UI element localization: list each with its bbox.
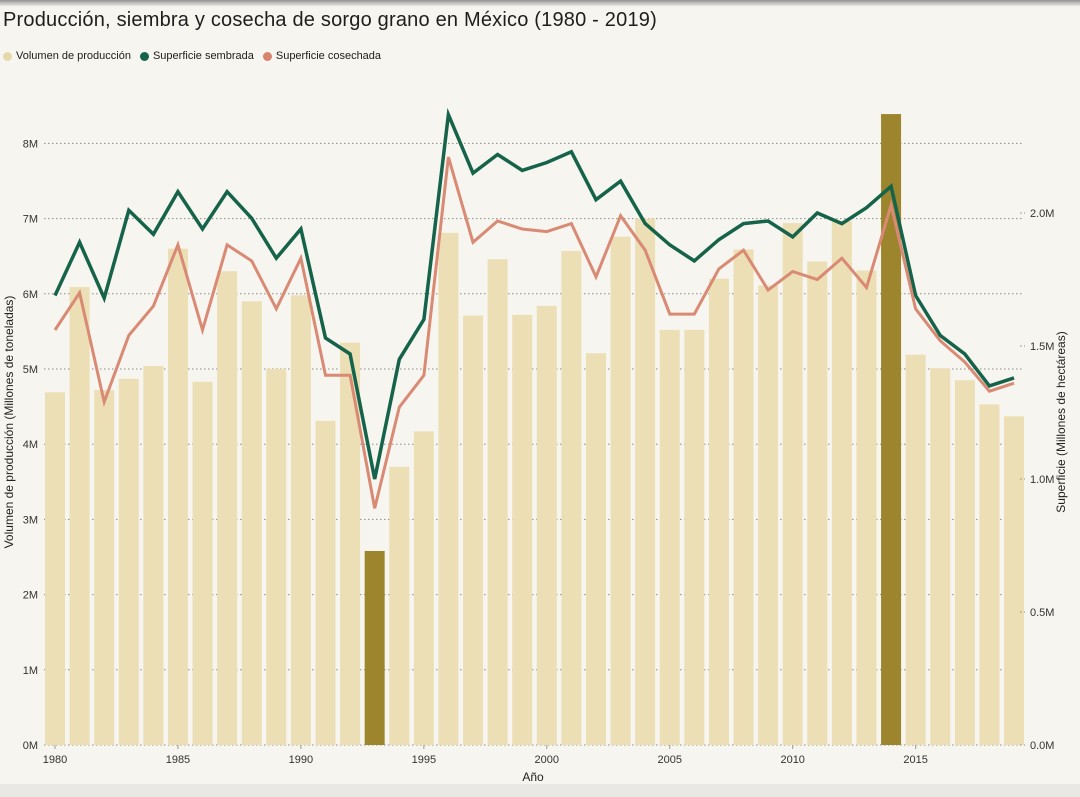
bar-2019[interactable] — [1004, 416, 1025, 745]
left-tick-0M: 0M — [23, 740, 38, 752]
production-bars — [45, 114, 1025, 746]
right-tick-0.5M: 0.5M — [1030, 607, 1054, 619]
right-axis-title: Superficie (Millones de hectáreas) — [1054, 331, 1068, 512]
bar-1988[interactable] — [241, 301, 262, 745]
bar-1995[interactable] — [413, 431, 434, 745]
right-tick-0.0M: 0.0M — [1030, 740, 1054, 752]
bar-2013[interactable] — [856, 270, 877, 745]
bar-2017[interactable] — [954, 380, 975, 745]
bar-2010[interactable] — [782, 223, 803, 745]
bar-1985[interactable] — [167, 248, 188, 745]
legend-swatch-sembrada-icon — [139, 51, 149, 61]
x-tick-2015: 2015 — [903, 754, 927, 766]
bar-1986[interactable] — [192, 381, 213, 745]
bar-2015[interactable] — [905, 354, 926, 745]
bar-2007[interactable] — [708, 278, 729, 745]
legend-item-superficie-cosechada[interactable]: Superficie cosechada — [262, 50, 382, 62]
left-tick-2M: 2M — [23, 590, 38, 602]
x-tick-2000: 2000 — [535, 754, 559, 766]
bar-1987[interactable] — [217, 271, 238, 745]
left-tick-3M: 3M — [23, 514, 38, 526]
left-tick-8M: 8M — [23, 138, 38, 150]
right-tick-1.0M: 1.0M — [1030, 474, 1054, 486]
bar-1999[interactable] — [512, 314, 533, 745]
left-tick-1M: 1M — [23, 665, 38, 677]
bar-1993-highlighted[interactable] — [364, 550, 385, 745]
legend-label-volumen: Volumen de producción — [16, 50, 131, 62]
bar-2004[interactable] — [635, 218, 656, 746]
legend-item-volumen-produccion[interactable]: Volumen de producción — [3, 50, 131, 62]
axis-tick-labels: 0M 1M 2M 3M 4M 5M 6M 7M 8M 0.0M 0.5M 1.0M 1.5M 2.0M 19… — [23, 138, 1055, 766]
bar-1996[interactable] — [438, 232, 459, 745]
bar-2016[interactable] — [930, 368, 951, 745]
legend-swatch-cosechada-icon — [262, 51, 272, 61]
bar-2000[interactable] — [536, 305, 557, 745]
gridlines — [44, 142, 1023, 746]
bar-1982[interactable] — [94, 390, 115, 745]
bar-2006[interactable] — [684, 329, 705, 745]
bar-1992[interactable] — [340, 342, 361, 745]
bar-1998[interactable] — [487, 259, 508, 745]
bar-1983[interactable] — [118, 378, 139, 745]
bar-2011[interactable] — [807, 261, 828, 745]
bar-1981[interactable] — [69, 287, 90, 745]
chart-title: Producción, siembra y cosecha de sorgo g… — [3, 9, 657, 31]
right-tick-1.5M: 1.5M — [1030, 341, 1054, 353]
bar-2001[interactable] — [561, 250, 582, 745]
left-tick-4M: 4M — [23, 439, 38, 451]
x-tick-2010: 2010 — [780, 754, 804, 766]
bar-2002[interactable] — [585, 353, 606, 745]
x-tick-2005: 2005 — [658, 754, 682, 766]
left-tick-5M: 5M — [23, 364, 38, 376]
bar-2014-highlighted[interactable] — [881, 114, 902, 745]
x-axis-title: Año — [522, 770, 544, 784]
area-lines — [53, 107, 1015, 509]
bar-1997[interactable] — [463, 315, 484, 745]
bar-2005[interactable] — [659, 329, 680, 745]
bar-2009[interactable] — [758, 285, 779, 745]
bar-1991[interactable] — [315, 420, 336, 745]
line-superficie-cosechada[interactable] — [53, 156, 1015, 509]
bar-2018[interactable] — [979, 404, 1000, 745]
bar-1984[interactable] — [143, 365, 164, 745]
bar-2003[interactable] — [610, 236, 631, 745]
legend-item-superficie-sembrada[interactable]: Superficie sembrada — [139, 50, 254, 62]
legend-swatch-volumen-icon — [3, 51, 12, 61]
bar-1980[interactable] — [45, 392, 65, 745]
bar-2008[interactable] — [733, 249, 754, 745]
left-tick-6M: 6M — [23, 289, 38, 301]
legend-label-cosechada: Superficie cosechada — [275, 50, 382, 62]
x-tick-1985: 1985 — [166, 754, 190, 766]
x-tick-1995: 1995 — [412, 754, 436, 766]
legend-label-sembrada: Superficie sembrada — [152, 50, 254, 62]
bar-1994[interactable] — [389, 466, 410, 745]
window-top-edge — [0, 0, 1080, 6]
x-tick-1980: 1980 — [43, 754, 67, 766]
left-axis-title: Volumen de producción (Millones de tonel… — [2, 296, 16, 549]
bar-2012[interactable] — [831, 220, 852, 745]
bar-1989[interactable] — [266, 369, 287, 745]
left-tick-7M: 7M — [23, 214, 38, 226]
line-superficie-sembrada[interactable] — [53, 107, 1015, 480]
legend: Volumen de producción Superficie sembrad… — [3, 50, 381, 62]
x-tick-1990: 1990 — [289, 754, 313, 766]
window-bottom-edge — [0, 784, 1080, 797]
right-tick-2.0M: 2.0M — [1030, 208, 1054, 220]
bar-1990[interactable] — [290, 295, 311, 745]
